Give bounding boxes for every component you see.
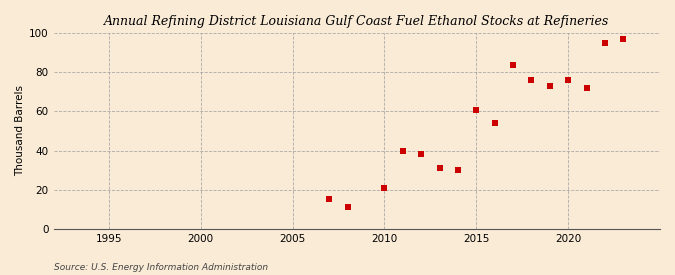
Point: [544, 84, 555, 88]
Point: [342, 205, 353, 209]
Point: [508, 62, 518, 67]
Point: [526, 78, 537, 82]
Point: [434, 166, 445, 170]
Title: Annual Refining District Louisiana Gulf Coast Fuel Ethanol Stocks at Refineries: Annual Refining District Louisiana Gulf …: [104, 15, 610, 28]
Point: [324, 197, 335, 202]
Point: [471, 107, 482, 112]
Point: [489, 121, 500, 125]
Y-axis label: Thousand Barrels: Thousand Barrels: [15, 86, 25, 177]
Text: Source: U.S. Energy Information Administration: Source: U.S. Energy Information Administ…: [54, 263, 268, 272]
Point: [581, 86, 592, 90]
Point: [398, 148, 408, 153]
Point: [599, 41, 610, 45]
Point: [563, 78, 574, 82]
Point: [416, 152, 427, 157]
Point: [452, 168, 463, 172]
Point: [379, 185, 389, 190]
Point: [618, 37, 628, 42]
